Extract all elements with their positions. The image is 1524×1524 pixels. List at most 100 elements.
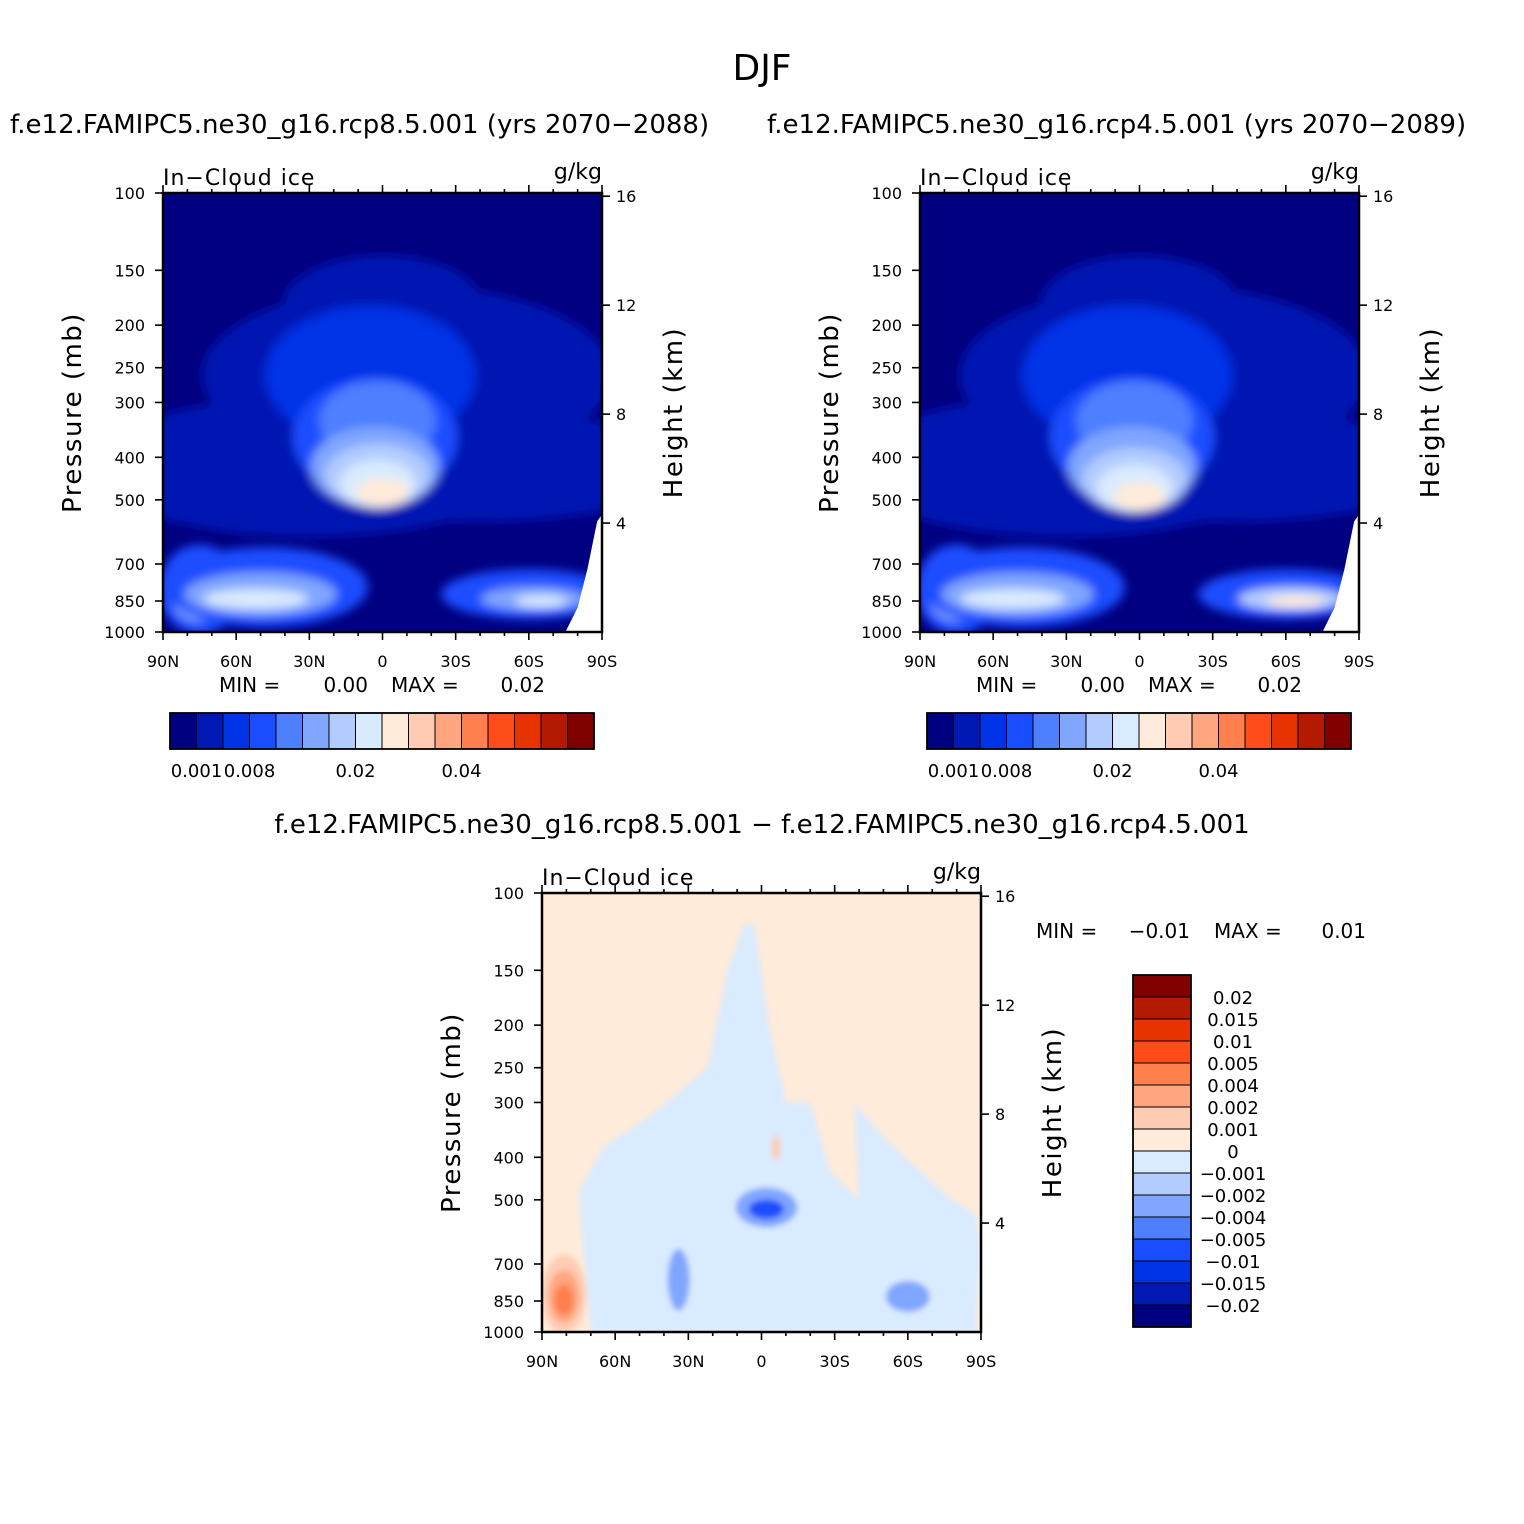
- units-label: g/kg: [933, 860, 981, 885]
- colorbar-box: [408, 712, 436, 750]
- colorbar-frame: [1132, 974, 1192, 1328]
- y-tick-label: 250: [114, 359, 145, 378]
- colorbar-label: 0.015: [1207, 1010, 1259, 1031]
- panel-3: In−Cloud ice g/kg 90N 60N 30N 0 30S 60S 90S 100 15…: [437, 860, 1366, 1371]
- colorbar-box: [1132, 1128, 1192, 1152]
- colorbar-box: [381, 712, 409, 750]
- x-tick-label: 90N: [526, 1352, 558, 1371]
- colorbar-box: [461, 712, 489, 750]
- x-tick-label: 0: [1134, 652, 1144, 671]
- colorbar-label: 0.001: [1207, 1120, 1259, 1141]
- y-tick-label: 700: [493, 1255, 524, 1274]
- y2-tick-label: 12: [1373, 296, 1393, 315]
- x-tick-label: 30S: [819, 1352, 850, 1371]
- y-tick-label: 1000: [483, 1323, 524, 1342]
- y-tick-label: 200: [871, 316, 902, 335]
- y-tick-label: 300: [871, 393, 902, 412]
- contour-blob: [885, 1281, 930, 1312]
- colorbar-box: [1132, 1062, 1192, 1086]
- y-axis-label: Pressure (mb): [58, 312, 88, 513]
- variable-label: In−Cloud ice: [542, 866, 694, 891]
- x-tick-label: 0: [377, 652, 387, 671]
- units-label: g/kg: [1311, 160, 1359, 185]
- contour-blob: [356, 478, 409, 507]
- colorbar-box: [1132, 1150, 1192, 1174]
- y-tick-label: 1000: [104, 623, 145, 642]
- y-tick-label: 100: [871, 184, 902, 203]
- y-tick-label: 850: [493, 1292, 524, 1311]
- missing-data: [1322, 514, 1359, 632]
- max-label: MAX =: [1148, 673, 1216, 697]
- y2-tick-label: 12: [995, 996, 1015, 1015]
- colorbar-box: [196, 712, 224, 750]
- colorbar: 0.001 0.008 0.02 0.04: [926, 712, 1352, 782]
- x-tick-label: 30N: [1050, 652, 1082, 671]
- y2-axis-label: Height (km): [1038, 1027, 1068, 1198]
- colorbar-label: 0: [1227, 1142, 1238, 1163]
- panel1-title: f.e12.FAMIPC5.ne30_g16.rcp8.5.001 (yrs 2…: [10, 110, 710, 140]
- y2-tick-label: 8: [995, 1105, 1005, 1124]
- colorbar-label: 0.01: [1213, 1032, 1253, 1053]
- max-label: MAX =: [391, 673, 459, 697]
- colorbar-label: −0.02: [1205, 1296, 1260, 1317]
- colorbar-label: 0.02: [1092, 761, 1132, 782]
- x-tick-label: 30N: [672, 1352, 704, 1371]
- max-value: 0.02: [500, 673, 545, 697]
- min-label: MIN =: [976, 673, 1037, 697]
- colorbar-box: [1132, 996, 1192, 1020]
- y-tick-label: 100: [493, 884, 524, 903]
- contour-blob: [1266, 595, 1325, 608]
- colorbar-box: [567, 712, 595, 750]
- colorbar-label: −0.001: [1200, 1164, 1267, 1185]
- x-tick-label: 60S: [514, 652, 545, 671]
- contour-blob: [959, 588, 1066, 609]
- x-tick-label: 30S: [1197, 652, 1228, 671]
- colorbar: 0.020.0150.010.0050.0040.0020.0010−0.001…: [1132, 974, 1267, 1328]
- variable-label: In−Cloud ice: [920, 166, 1072, 191]
- min-label: MIN =: [219, 673, 280, 697]
- colorbar-label: 0.004: [1207, 1076, 1259, 1097]
- contour-blob: [667, 1248, 690, 1311]
- colorbar-label: 0.001: [928, 761, 980, 782]
- x-tick-label: 60N: [977, 652, 1009, 671]
- y2-tick-label: 4: [1373, 514, 1383, 533]
- y-tick-label: 400: [871, 448, 902, 467]
- colorbar-box: [1244, 712, 1272, 750]
- colorbar-box: [434, 712, 462, 750]
- x-tick-label: 60N: [599, 1352, 631, 1371]
- x-tick-label: 60S: [1271, 652, 1302, 671]
- min-label: MIN =: [1036, 919, 1097, 943]
- colorbar-box: [222, 712, 250, 750]
- max-label: MAX =: [1214, 919, 1282, 943]
- min-value: −0.01: [1129, 919, 1190, 943]
- y-tick-label: 1000: [861, 623, 902, 642]
- y2-tick-label: 16: [995, 887, 1015, 906]
- colorbar-label: 0.02: [335, 761, 375, 782]
- colorbar-box: [1324, 712, 1352, 750]
- y-tick-label: 850: [114, 592, 145, 611]
- x-tick-label: 90N: [904, 652, 936, 671]
- x-tick-label: 60N: [220, 652, 252, 671]
- panel2-title: f.e12.FAMIPC5.ne30_g16.rcp4.5.001 (yrs 2…: [767, 110, 1467, 140]
- y-tick-label: 300: [114, 393, 145, 412]
- colorbar-box: [1132, 1238, 1192, 1262]
- colorbar-box: [1297, 712, 1325, 750]
- missing-data: [565, 514, 602, 632]
- colorbar-box: [979, 712, 1007, 750]
- colorbar-label: 0.002: [1207, 1098, 1259, 1119]
- colorbar-box: [1112, 712, 1140, 750]
- contour-field: [542, 893, 981, 1332]
- y-tick-label: 850: [871, 592, 902, 611]
- contour-blob: [748, 1199, 784, 1219]
- y2-tick-label: 16: [1373, 187, 1393, 206]
- y2-tick-label: 4: [616, 514, 626, 533]
- y-tick-label: 700: [871, 555, 902, 574]
- y2-tick-label: 8: [616, 405, 626, 424]
- y2-axis-label: Height (km): [1416, 327, 1446, 498]
- x-tick-label: 60S: [893, 1352, 924, 1371]
- colorbar-box: [169, 712, 197, 750]
- figure-title: DJF: [732, 48, 792, 89]
- colorbar-box: [1132, 1194, 1192, 1218]
- x-tick-label: 0: [756, 1352, 766, 1371]
- units-label: g/kg: [554, 160, 602, 185]
